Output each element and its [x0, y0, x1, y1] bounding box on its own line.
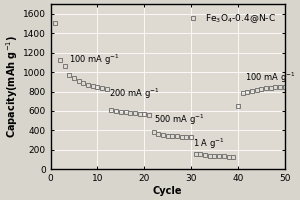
Text: 500 mA g$^{-1}$: 500 mA g$^{-1}$	[154, 112, 204, 127]
Text: 200 mA g$^{-1}$: 200 mA g$^{-1}$	[109, 86, 160, 101]
Y-axis label: Capacity(mAh g$^{-1}$): Capacity(mAh g$^{-1}$)	[4, 35, 20, 138]
Legend: Fe$_3$O$_4$-0.4@N-C: Fe$_3$O$_4$-0.4@N-C	[183, 10, 278, 27]
Text: 1 A g$^{-1}$: 1 A g$^{-1}$	[194, 136, 225, 151]
X-axis label: Cycle: Cycle	[153, 186, 182, 196]
Text: 100 mA g$^{-1}$: 100 mA g$^{-1}$	[69, 53, 120, 67]
Text: 100 mA g$^{-1}$: 100 mA g$^{-1}$	[245, 71, 296, 85]
